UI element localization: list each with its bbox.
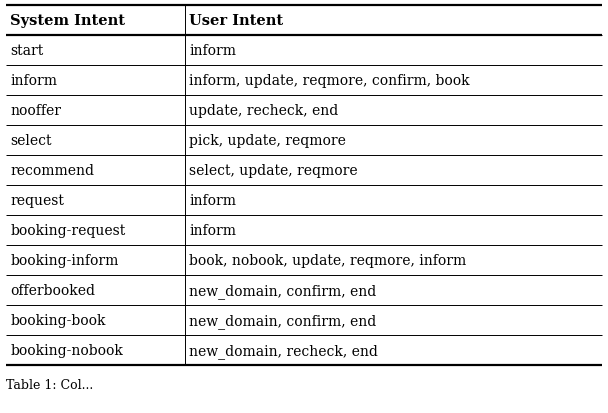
Text: inform: inform [189,224,236,238]
Text: update, recheck, end: update, recheck, end [189,104,338,118]
Text: booking-nobook: booking-nobook [10,344,123,358]
Text: new_domain, confirm, end: new_domain, confirm, end [189,283,376,298]
Text: pick, update, reqmore: pick, update, reqmore [189,134,346,148]
Text: booking-book: booking-book [10,313,106,328]
Text: select: select [10,134,52,148]
Text: inform: inform [189,194,236,208]
Text: User Intent: User Intent [189,14,283,28]
Text: start: start [10,44,44,58]
Text: booking-inform: booking-inform [10,254,119,268]
Text: System Intent: System Intent [10,14,125,28]
Text: book, nobook, update, reqmore, inform: book, nobook, update, reqmore, inform [189,254,466,268]
Text: select, update, reqmore: select, update, reqmore [189,164,358,178]
Text: new_domain, recheck, end: new_domain, recheck, end [189,343,378,358]
Text: inform: inform [10,74,57,88]
Text: nooffer: nooffer [10,104,61,118]
Text: booking-request: booking-request [10,224,126,238]
Text: inform: inform [189,44,236,58]
Text: recommend: recommend [10,164,94,178]
Text: Table 1: Col...: Table 1: Col... [6,378,94,391]
Text: request: request [10,194,64,208]
Text: new_domain, confirm, end: new_domain, confirm, end [189,313,376,328]
Text: inform, update, reqmore, confirm, book: inform, update, reqmore, confirm, book [189,74,470,88]
Text: offerbooked: offerbooked [10,284,95,298]
